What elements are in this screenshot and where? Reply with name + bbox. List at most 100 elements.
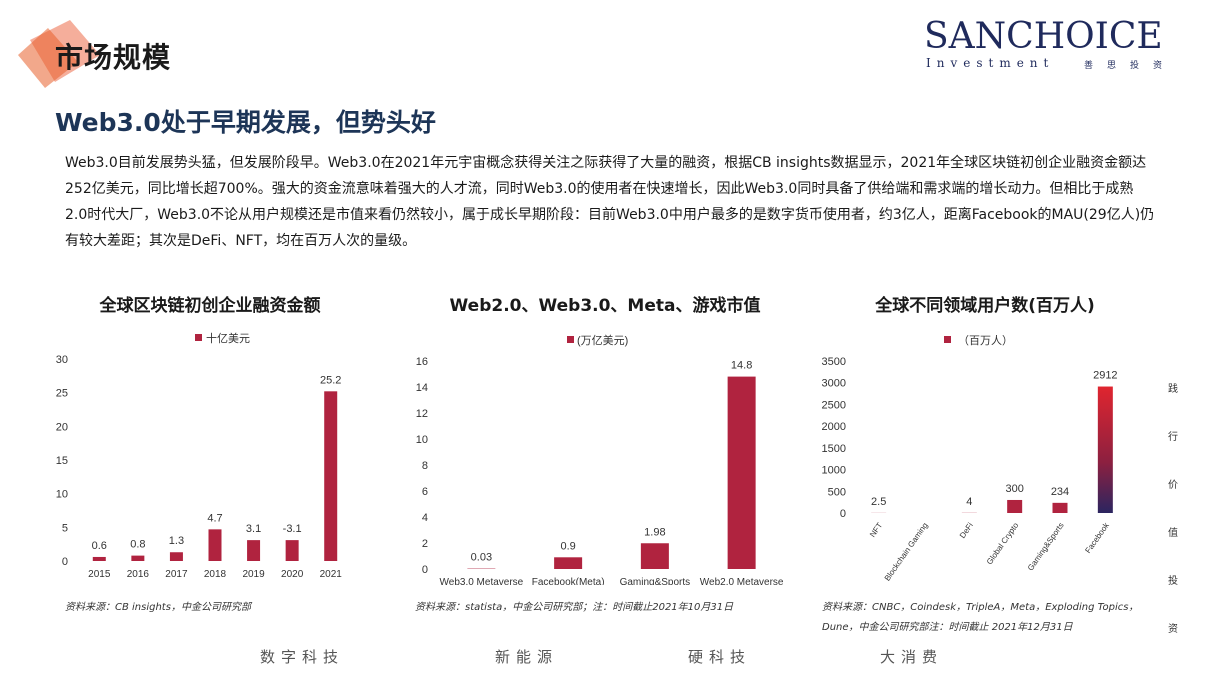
bar bbox=[727, 376, 756, 569]
x-tick-label: 2016 bbox=[127, 569, 150, 580]
bar bbox=[169, 552, 183, 561]
bar bbox=[1007, 499, 1023, 513]
motto-char: 价 bbox=[1168, 480, 1178, 491]
x-tick-label: DeFi bbox=[958, 521, 975, 540]
bar bbox=[131, 555, 145, 561]
chart-users-source: 资料来源：CNBC，Coindesk，TripleA，Meta，Explodin… bbox=[822, 598, 1139, 638]
y-tick-label: 8 bbox=[422, 460, 428, 472]
y-tick-label: 1000 bbox=[822, 465, 846, 477]
y-tick-label: 2500 bbox=[822, 399, 846, 411]
data-label: 0.8 bbox=[130, 539, 145, 551]
body-paragraph: Web3.0目前发展势头猛，但发展阶段早。Web3.0在2021年元宇宙概念获得… bbox=[65, 155, 1155, 249]
motto-char: 投 bbox=[1168, 576, 1178, 587]
y-tick-label: 15 bbox=[56, 455, 68, 467]
y-tick-label: 16 bbox=[416, 356, 428, 368]
chart-users-plot: （百万人） 0 500 1000 1500 2000 2500 3000 3500 NFT 2.5 B… bbox=[822, 334, 1118, 583]
y-tick-label: 30 bbox=[56, 354, 68, 366]
chart-market-cap: Web2.0、Web3.0、Meta、游戏市值 (万亿美元) 0 2 4 6 8 10 12 1… bbox=[410, 285, 800, 605]
chart-funding-plot: 十亿美元 0 5 10 15 20 25 30 2015 0.6 2016 0.8 2017 1.3 201… bbox=[56, 331, 343, 580]
y-tick-label: 10 bbox=[416, 434, 428, 446]
y-tick-label: 12 bbox=[416, 408, 428, 420]
legend-label: (万亿美元) bbox=[577, 334, 628, 347]
x-tick-label: Web3.0 Metaverse bbox=[440, 577, 524, 585]
legend-swatch bbox=[944, 336, 951, 343]
bar bbox=[208, 529, 222, 561]
x-tick-label: Gaming&Sports bbox=[620, 577, 691, 585]
headline: Web3.0处于早期发展，但势头好 bbox=[55, 108, 436, 137]
footer-hard-tech: 硬科技 bbox=[688, 648, 752, 666]
y-tick-label: 4 bbox=[422, 512, 428, 524]
chart-users: 全球不同领域用户数(百万人) （百万人） 0 500 1000 1500 2000 2500… bbox=[810, 285, 1160, 605]
x-tick-label: Global Crypto bbox=[985, 521, 1021, 567]
chart-title: 全球区块链初创企业融资金额 bbox=[99, 296, 321, 316]
x-tick-label: 2019 bbox=[242, 569, 265, 580]
legend-swatch bbox=[567, 336, 574, 343]
x-tick-label: Gaming&Sports bbox=[1026, 521, 1066, 572]
corner-decoration bbox=[18, 20, 100, 88]
legend-label: （百万人） bbox=[958, 334, 1013, 347]
legend-label: 十亿美元 bbox=[206, 331, 250, 345]
data-label: 2912 bbox=[1093, 370, 1117, 382]
motto-char: 践 bbox=[1168, 384, 1178, 395]
chart-title: Web2.0、Web3.0、Meta、游戏市值 bbox=[449, 296, 761, 316]
y-tick-label: 10 bbox=[56, 489, 68, 501]
x-tick-label: NFT bbox=[868, 521, 884, 539]
y-tick-label: 0 bbox=[62, 556, 68, 568]
bar bbox=[554, 557, 583, 569]
y-tick-label: 0 bbox=[422, 564, 428, 576]
motto-char: 行 bbox=[1168, 432, 1178, 443]
y-tick-label: 1500 bbox=[822, 443, 846, 455]
bar bbox=[247, 540, 261, 561]
x-tick-label: 2017 bbox=[165, 569, 188, 580]
side-motto: 践 行 价 值 投 资 bbox=[1168, 380, 1184, 668]
data-label: 0.6 bbox=[92, 540, 107, 552]
data-label: 2.5 bbox=[871, 496, 886, 508]
y-tick-label: 6 bbox=[422, 486, 428, 498]
bar bbox=[92, 556, 106, 561]
y-tick-label: 2 bbox=[422, 538, 428, 550]
y-tick-label: 500 bbox=[828, 486, 846, 498]
data-label: 0.9 bbox=[560, 540, 575, 552]
y-tick-label: 5 bbox=[62, 522, 68, 534]
chart-funding: 全球区块链初创企业融资金额 十亿美元 0 5 10 15 20 25 30 2015 0.6 201… bbox=[50, 285, 370, 605]
data-label: 234 bbox=[1051, 486, 1069, 498]
x-tick-label: 2021 bbox=[320, 569, 343, 580]
x-tick-label: 2020 bbox=[281, 569, 304, 580]
data-label: 4 bbox=[966, 496, 972, 508]
x-tick-label: Facebook(Meta) bbox=[532, 577, 605, 585]
x-tick-label: Facebook bbox=[1083, 520, 1111, 555]
x-tick-label: 2015 bbox=[88, 569, 111, 580]
chart-title: 全球不同领域用户数(百万人) bbox=[875, 296, 1095, 316]
bar bbox=[1097, 386, 1113, 513]
footer-digital-tech: 数字科技 bbox=[260, 648, 345, 666]
y-tick-label: 2000 bbox=[822, 421, 846, 433]
x-tick-label: Blockchain Gaming bbox=[883, 521, 930, 583]
chart-funding-source: 资料来源：CB insights，中金公司研究部 bbox=[65, 602, 251, 613]
source-line: Dune，中金公司研究部注：时间截止 2021年12月31日 bbox=[822, 622, 1073, 633]
bar bbox=[1052, 502, 1068, 513]
data-label: 4.7 bbox=[207, 512, 222, 524]
data-label: 0.03 bbox=[471, 552, 492, 564]
y-tick-label: 14 bbox=[416, 382, 428, 394]
y-tick-label: 25 bbox=[56, 388, 68, 400]
section-title: 市场规模 bbox=[55, 41, 172, 74]
y-tick-label: 3000 bbox=[822, 378, 846, 390]
data-label: -3.1 bbox=[283, 523, 302, 535]
footer-new-energy: 新能源 bbox=[495, 648, 559, 666]
logo-sub-cn-text: 善思投资 bbox=[1084, 61, 1177, 71]
legend-swatch bbox=[195, 334, 202, 341]
y-tick-label: 3500 bbox=[822, 356, 846, 368]
data-label: 300 bbox=[1005, 483, 1023, 495]
motto-char: 资 bbox=[1168, 624, 1178, 635]
data-label: 3.1 bbox=[246, 523, 261, 535]
bar bbox=[324, 391, 338, 561]
bar bbox=[640, 543, 669, 569]
x-tick-label: Web2.0 Metaverse bbox=[700, 577, 784, 585]
data-label: 1.98 bbox=[644, 526, 665, 538]
company-logo: SANCHOICE Investment 善思投资 bbox=[924, 16, 1186, 72]
chart-market-cap-source: 资料来源：statista，中金公司研究部；注：时间截止2021年10月31日 bbox=[415, 602, 734, 613]
bar bbox=[285, 540, 299, 561]
data-label: 14.8 bbox=[731, 360, 752, 372]
logo-sub-text: Investment bbox=[926, 56, 1055, 70]
logo-main-text: SANCHOICE bbox=[924, 16, 1163, 57]
